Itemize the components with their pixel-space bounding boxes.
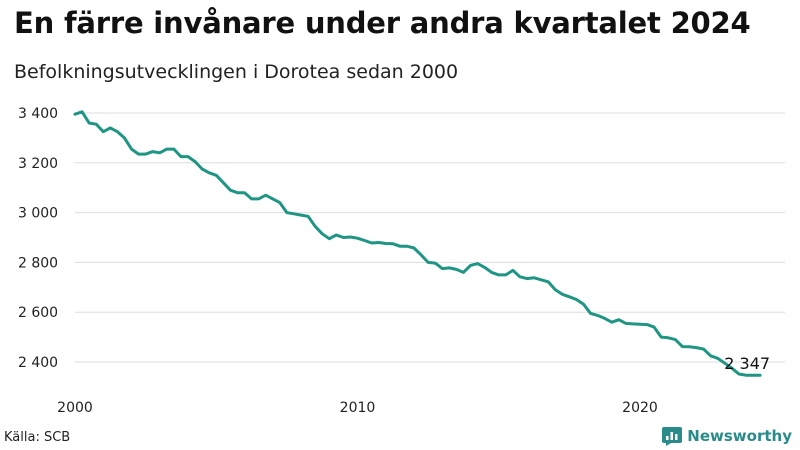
chart-title: En färre invånare under andra kvartalet … <box>14 6 751 40</box>
source-note: Källa: SCB <box>4 430 71 445</box>
y-tick-label: 3 200 <box>18 156 58 172</box>
y-axis-tick-labels: 2 400 2 600 2 800 3 000 3 200 3 400 <box>18 106 58 371</box>
chart-subtitle: Befolkningsutvecklingen i Dorotea sedan … <box>14 61 459 83</box>
gridlines <box>75 112 785 363</box>
x-tick-label: 2010 <box>340 400 376 416</box>
brand-name: Newsworthy <box>687 427 792 445</box>
y-tick-label: 2 600 <box>18 305 58 321</box>
x-axis-tick-labels: 2000 2010 2020 <box>57 400 658 416</box>
y-tick-label: 2 400 <box>18 355 58 371</box>
last-value-label: 2 347 <box>724 354 770 373</box>
y-tick-label: 3 400 <box>18 106 58 122</box>
population-series-line <box>73 110 762 377</box>
brand[interactable]: Newsworthy <box>662 426 792 446</box>
newsworthy-logo-icon <box>662 427 683 446</box>
x-tick-label: 2000 <box>57 400 93 416</box>
y-tick-label: 3 000 <box>18 206 58 222</box>
y-tick-label: 2 800 <box>18 255 58 271</box>
x-tick-label: 2020 <box>622 400 658 416</box>
